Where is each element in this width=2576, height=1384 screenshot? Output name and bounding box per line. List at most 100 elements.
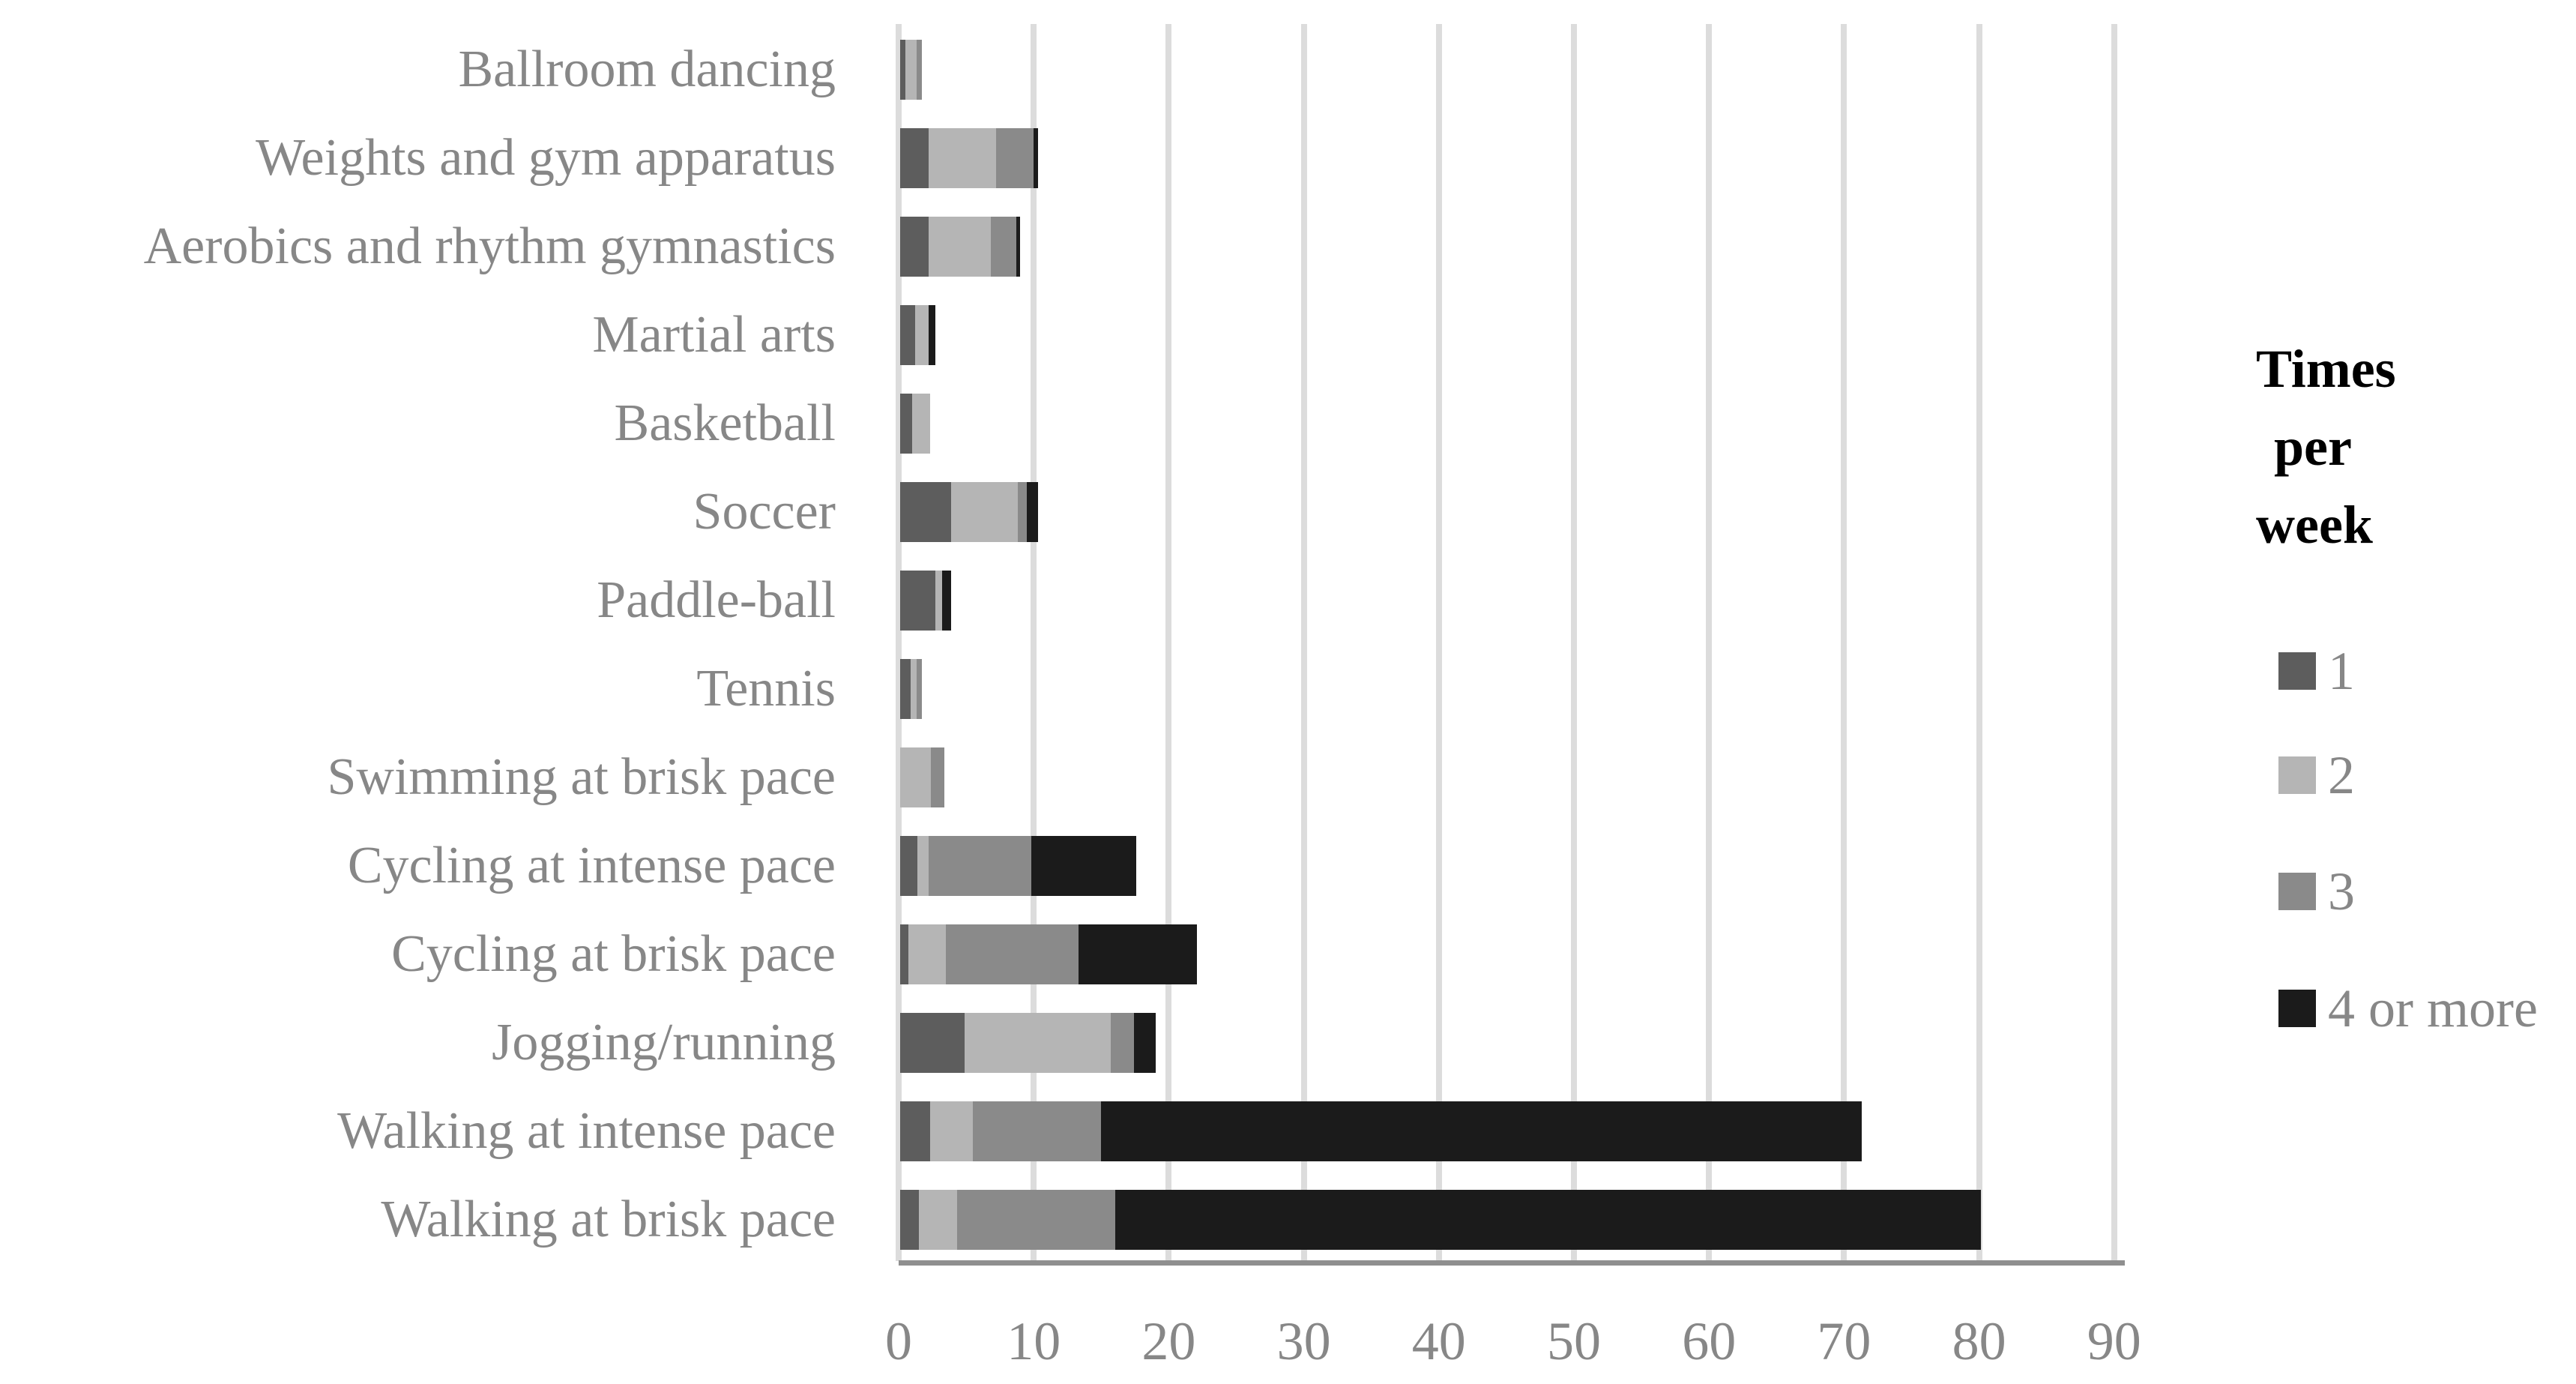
bar-segment-1 [900,1101,930,1161]
bar-segment-2 [917,836,929,896]
category-label: Cycling at brisk pace [391,925,836,983]
bar-row [900,482,1038,542]
bar-segment-3 [946,924,1079,984]
bar-row [900,571,952,631]
bar-segment-2 [935,571,942,631]
category-label: Swimming at brisk pace [327,748,836,806]
bar-row [900,924,1198,984]
gridline-x-20 [1165,24,1172,1261]
gridline-x-80 [1976,24,1982,1261]
bar-row [900,217,1021,277]
bar-segment-2 [928,128,996,188]
x-tick-label: 10 [1007,1311,1061,1371]
bar-segment-4-or-more [1133,1013,1156,1073]
category-label: Tennis [696,660,836,717]
bar-segment-2 [928,217,991,277]
x-tick-label: 30 [1276,1311,1331,1371]
bar-segment-2 [912,394,930,454]
bar-row [900,40,922,100]
bar-segment-1 [900,394,913,454]
legend-swatch-2 [2278,756,2316,794]
bar-segment-1 [900,482,952,542]
bar-segment-2 [965,1013,1111,1073]
bar-segment-3 [1017,482,1028,542]
legend-item-label: 2 [2328,745,2355,805]
gridline-x-0 [896,24,902,1261]
bar-segment-2 [951,482,1018,542]
bar-segment-3 [916,659,922,719]
x-axis-line [899,1260,2125,1266]
x-tick-label: 90 [2087,1311,2141,1371]
bar-segment-4-or-more [1031,836,1137,896]
gridline-x-60 [1706,24,1713,1261]
bar-row [900,394,930,454]
legend: Times per week 1 2 3 4 or more [2256,330,2571,1036]
bar-row [900,305,935,365]
gridline-x-30 [1300,24,1307,1261]
bar-segment-4-or-more [941,571,952,631]
x-tick-label: 80 [1952,1311,2006,1371]
bar-segment-3 [928,836,1031,896]
bar-segment-3 [995,128,1034,188]
gridline-x-40 [1435,24,1442,1261]
bar-row [900,1013,1156,1073]
legend-title-line-3: week [2256,495,2373,555]
bar-segment-1 [900,305,915,365]
bar-segment-2 [900,747,932,807]
bar-row [900,1190,1981,1250]
legend-swatch-3 [2278,873,2316,910]
category-label: Soccer [693,483,836,541]
x-tick-label: 0 [885,1311,912,1371]
legend-item-2: 2 [2278,747,2355,803]
bar-segment-3 [973,1101,1102,1161]
legend-item-1: 1 [2278,643,2355,699]
bar-segment-1 [900,217,929,277]
x-tick-label: 60 [1682,1311,1737,1371]
bar-row [900,836,1137,896]
bar-segment-4-or-more [1016,217,1021,277]
bar-segment-4-or-more [1027,482,1038,542]
gridline-x-90 [2111,24,2117,1261]
category-label: Jogging/running [492,1014,836,1071]
category-label: Paddle-ball [597,571,836,629]
bar-segment-3 [990,217,1016,277]
bar-segment-4-or-more [928,305,935,365]
gridline-x-50 [1571,24,1577,1261]
legend-item-label: 3 [2328,861,2355,921]
bar-segment-1 [900,836,918,896]
category-label: Cycling at intense pace [347,837,836,894]
bar-segment-3 [931,747,945,807]
bar-segment-1 [900,571,935,631]
bar-segment-4-or-more [1034,128,1038,188]
legend-item-label: 1 [2328,641,2355,701]
bar-segment-2 [911,659,917,719]
bar-segment-1 [900,659,911,719]
gridline-x-10 [1031,24,1037,1261]
bar-segment-2 [929,1101,974,1161]
bar-segment-2 [919,1190,957,1250]
x-tick-label: 20 [1141,1311,1196,1371]
bar-segment-1 [900,924,908,984]
bar-row [900,1101,1862,1161]
legend-item-label: 4 or more [2328,978,2538,1038]
bar-segment-4-or-more [1078,924,1198,984]
category-label: Basketball [614,394,836,452]
gridline-x-70 [1841,24,1847,1261]
bar-segment-2 [914,305,929,365]
bar-row [900,128,1038,188]
bar-row [900,747,945,807]
bar-segment-1 [900,128,929,188]
bar-segment-1 [900,1190,920,1250]
legend-title-line-1: Times [2256,339,2396,399]
bar-segment-4-or-more [1101,1101,1862,1161]
legend-swatch-1 [2278,652,2316,690]
bar-segment-3 [916,40,922,100]
legend-item-3: 3 [2278,864,2355,919]
x-tick-label: 40 [1411,1311,1466,1371]
category-label: Martial arts [592,306,836,364]
x-tick-label: 50 [1547,1311,1601,1371]
bar-segment-2 [905,40,917,100]
x-tick-label: 70 [1817,1311,1871,1371]
bar-row [900,659,922,719]
